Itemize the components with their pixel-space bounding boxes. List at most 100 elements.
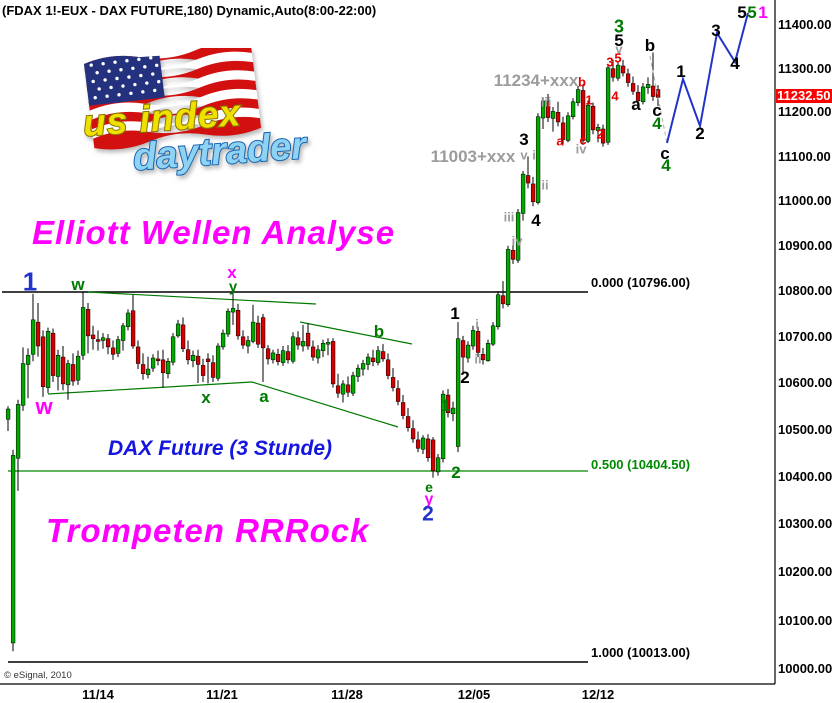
candle-body [630, 83, 636, 92]
candle-body [420, 437, 426, 450]
candle-body [335, 385, 341, 394]
flag-star [155, 63, 159, 68]
candle-body [200, 365, 206, 376]
wave-label: iii [541, 95, 552, 110]
candle-body [250, 321, 256, 342]
wave-label: 2 [451, 463, 460, 482]
annotation-elliott-wellen[interactable]: Elliott Wellen Analyse [32, 214, 396, 251]
wave-label: 1 [450, 304, 459, 323]
wave-label: v [520, 148, 528, 163]
candle-body [280, 350, 286, 363]
candle-body [415, 439, 421, 449]
candle-body [180, 324, 186, 350]
candle-body [525, 175, 531, 184]
price-tick-label: 10000.00 [778, 661, 832, 677]
wave-label: 3 [711, 21, 720, 40]
candle-body [585, 105, 591, 142]
date-tick-label: 11/28 [331, 687, 363, 702]
candle-body [605, 67, 611, 143]
candle-body [445, 394, 451, 413]
flag-star [125, 59, 129, 63]
elliott-projection-zigzag [666, 12, 749, 144]
wave-label: 4 [730, 54, 740, 73]
candle-body [395, 388, 401, 402]
candle-body [30, 319, 36, 355]
flag-star [117, 93, 121, 97]
flag-star [95, 70, 99, 75]
flag-star [115, 76, 119, 81]
candle-body [400, 402, 406, 416]
price-tick-label: 10200.00 [778, 564, 832, 580]
candle-body [520, 173, 526, 214]
candle-body [10, 455, 16, 644]
wave-label: 11234+xxx [494, 71, 579, 90]
wave-label: 5 [614, 31, 623, 50]
candle-body [330, 341, 336, 385]
price-tick-label: 10800.00 [778, 283, 832, 299]
candle-body [60, 356, 66, 385]
us-flag-icon [84, 48, 262, 150]
flag-star [113, 60, 117, 64]
chart-title: (FDAX 1!-EUX - DAX FUTURE,180) Dynamic,A… [2, 3, 377, 18]
candle-body [430, 439, 436, 472]
wave-label: 3 [614, 16, 624, 36]
wave-label: i [475, 317, 479, 332]
candle-body [15, 404, 21, 459]
wave-label: w [70, 275, 85, 294]
flag-star [93, 95, 97, 100]
candle-body [120, 325, 126, 341]
flag-star [119, 68, 123, 72]
candle-body [475, 331, 481, 353]
candle-body [480, 354, 486, 361]
candle-body [305, 332, 311, 347]
candle-body [545, 101, 551, 118]
candle-body [565, 115, 571, 141]
candle-body [255, 322, 261, 345]
flag-star [105, 94, 109, 98]
candle-body [230, 308, 236, 313]
wave-label: a [556, 134, 564, 149]
candle-body [160, 359, 166, 374]
candle-body [40, 336, 46, 387]
price-tick-label: 11400.00 [778, 17, 832, 33]
price-tick-label: 10700.00 [778, 328, 832, 344]
wave-label: 2 [460, 368, 469, 387]
candle-body [105, 338, 111, 348]
candle-body [220, 332, 226, 348]
wave-label: iii [504, 210, 515, 225]
annotation-trompeten[interactable]: Trompeten RRRock [46, 512, 370, 549]
candle-body [95, 339, 101, 342]
candle-body [410, 428, 416, 440]
annotation-instrument[interactable]: DAX Future (3 Stunde) [108, 437, 332, 460]
wave-label: 1 [23, 266, 37, 296]
candle-body [370, 357, 376, 362]
candle-body [270, 352, 276, 361]
wave-label: iv [576, 142, 588, 157]
wave-label: 3 [606, 55, 613, 70]
candle-body [90, 334, 96, 339]
wave-label: c [652, 101, 661, 120]
candle-body [205, 358, 211, 362]
candle-body [170, 336, 176, 363]
flag-star [157, 79, 161, 84]
candle-body [75, 355, 81, 381]
candle-body [635, 91, 641, 102]
candle-body [360, 363, 366, 370]
wave-label: 2 [596, 127, 603, 142]
wave-label: e [425, 479, 433, 495]
candle-body [470, 330, 476, 347]
candle-body [340, 383, 346, 395]
candle-body [140, 364, 146, 374]
candle-body [560, 122, 566, 140]
logo-line2: daytrader [132, 125, 310, 179]
chart-line [299, 321, 413, 345]
candle-body [150, 357, 156, 369]
candle-body [145, 368, 151, 375]
wave-label: 4 [531, 211, 541, 230]
wave-label: 1 [585, 93, 592, 108]
flag-star [127, 75, 131, 79]
candle-body [365, 356, 371, 365]
flag-star [149, 56, 153, 60]
